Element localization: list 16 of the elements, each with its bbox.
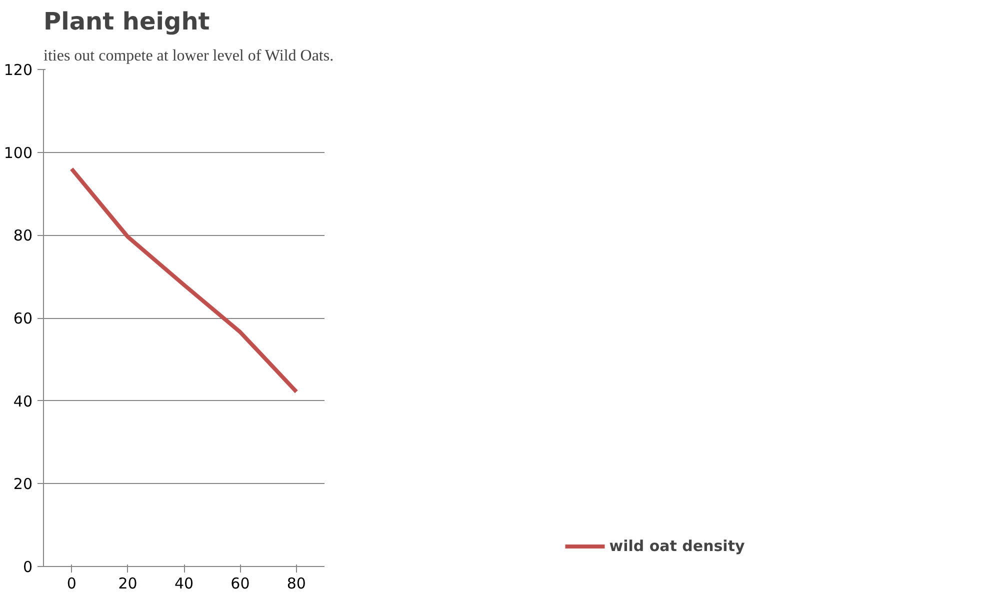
y-tick-label: 40 <box>13 392 33 410</box>
chart-title: Plant height <box>44 8 210 36</box>
x-tick-label: 20 <box>118 574 138 592</box>
x-tick-label: 60 <box>230 574 250 592</box>
y-tick-label: 80 <box>13 226 33 245</box>
x-tick-label: 80 <box>286 574 306 592</box>
x-tick-label: 40 <box>174 574 194 592</box>
y-tick-label: 0 <box>22 558 33 576</box>
text: ities out compete at lower level of Wild Oats. <box>44 48 334 64</box>
legend-label: wild oat density <box>609 537 745 555</box>
y-tick-label: 120 <box>4 61 33 79</box>
line-series <box>70 166 298 394</box>
y-tick-label: 60 <box>13 310 33 328</box>
x-tick-label: 0 <box>66 574 76 592</box>
y-tick-label: 20 <box>13 475 33 494</box>
y-tick-label: 100 <box>4 144 33 162</box>
